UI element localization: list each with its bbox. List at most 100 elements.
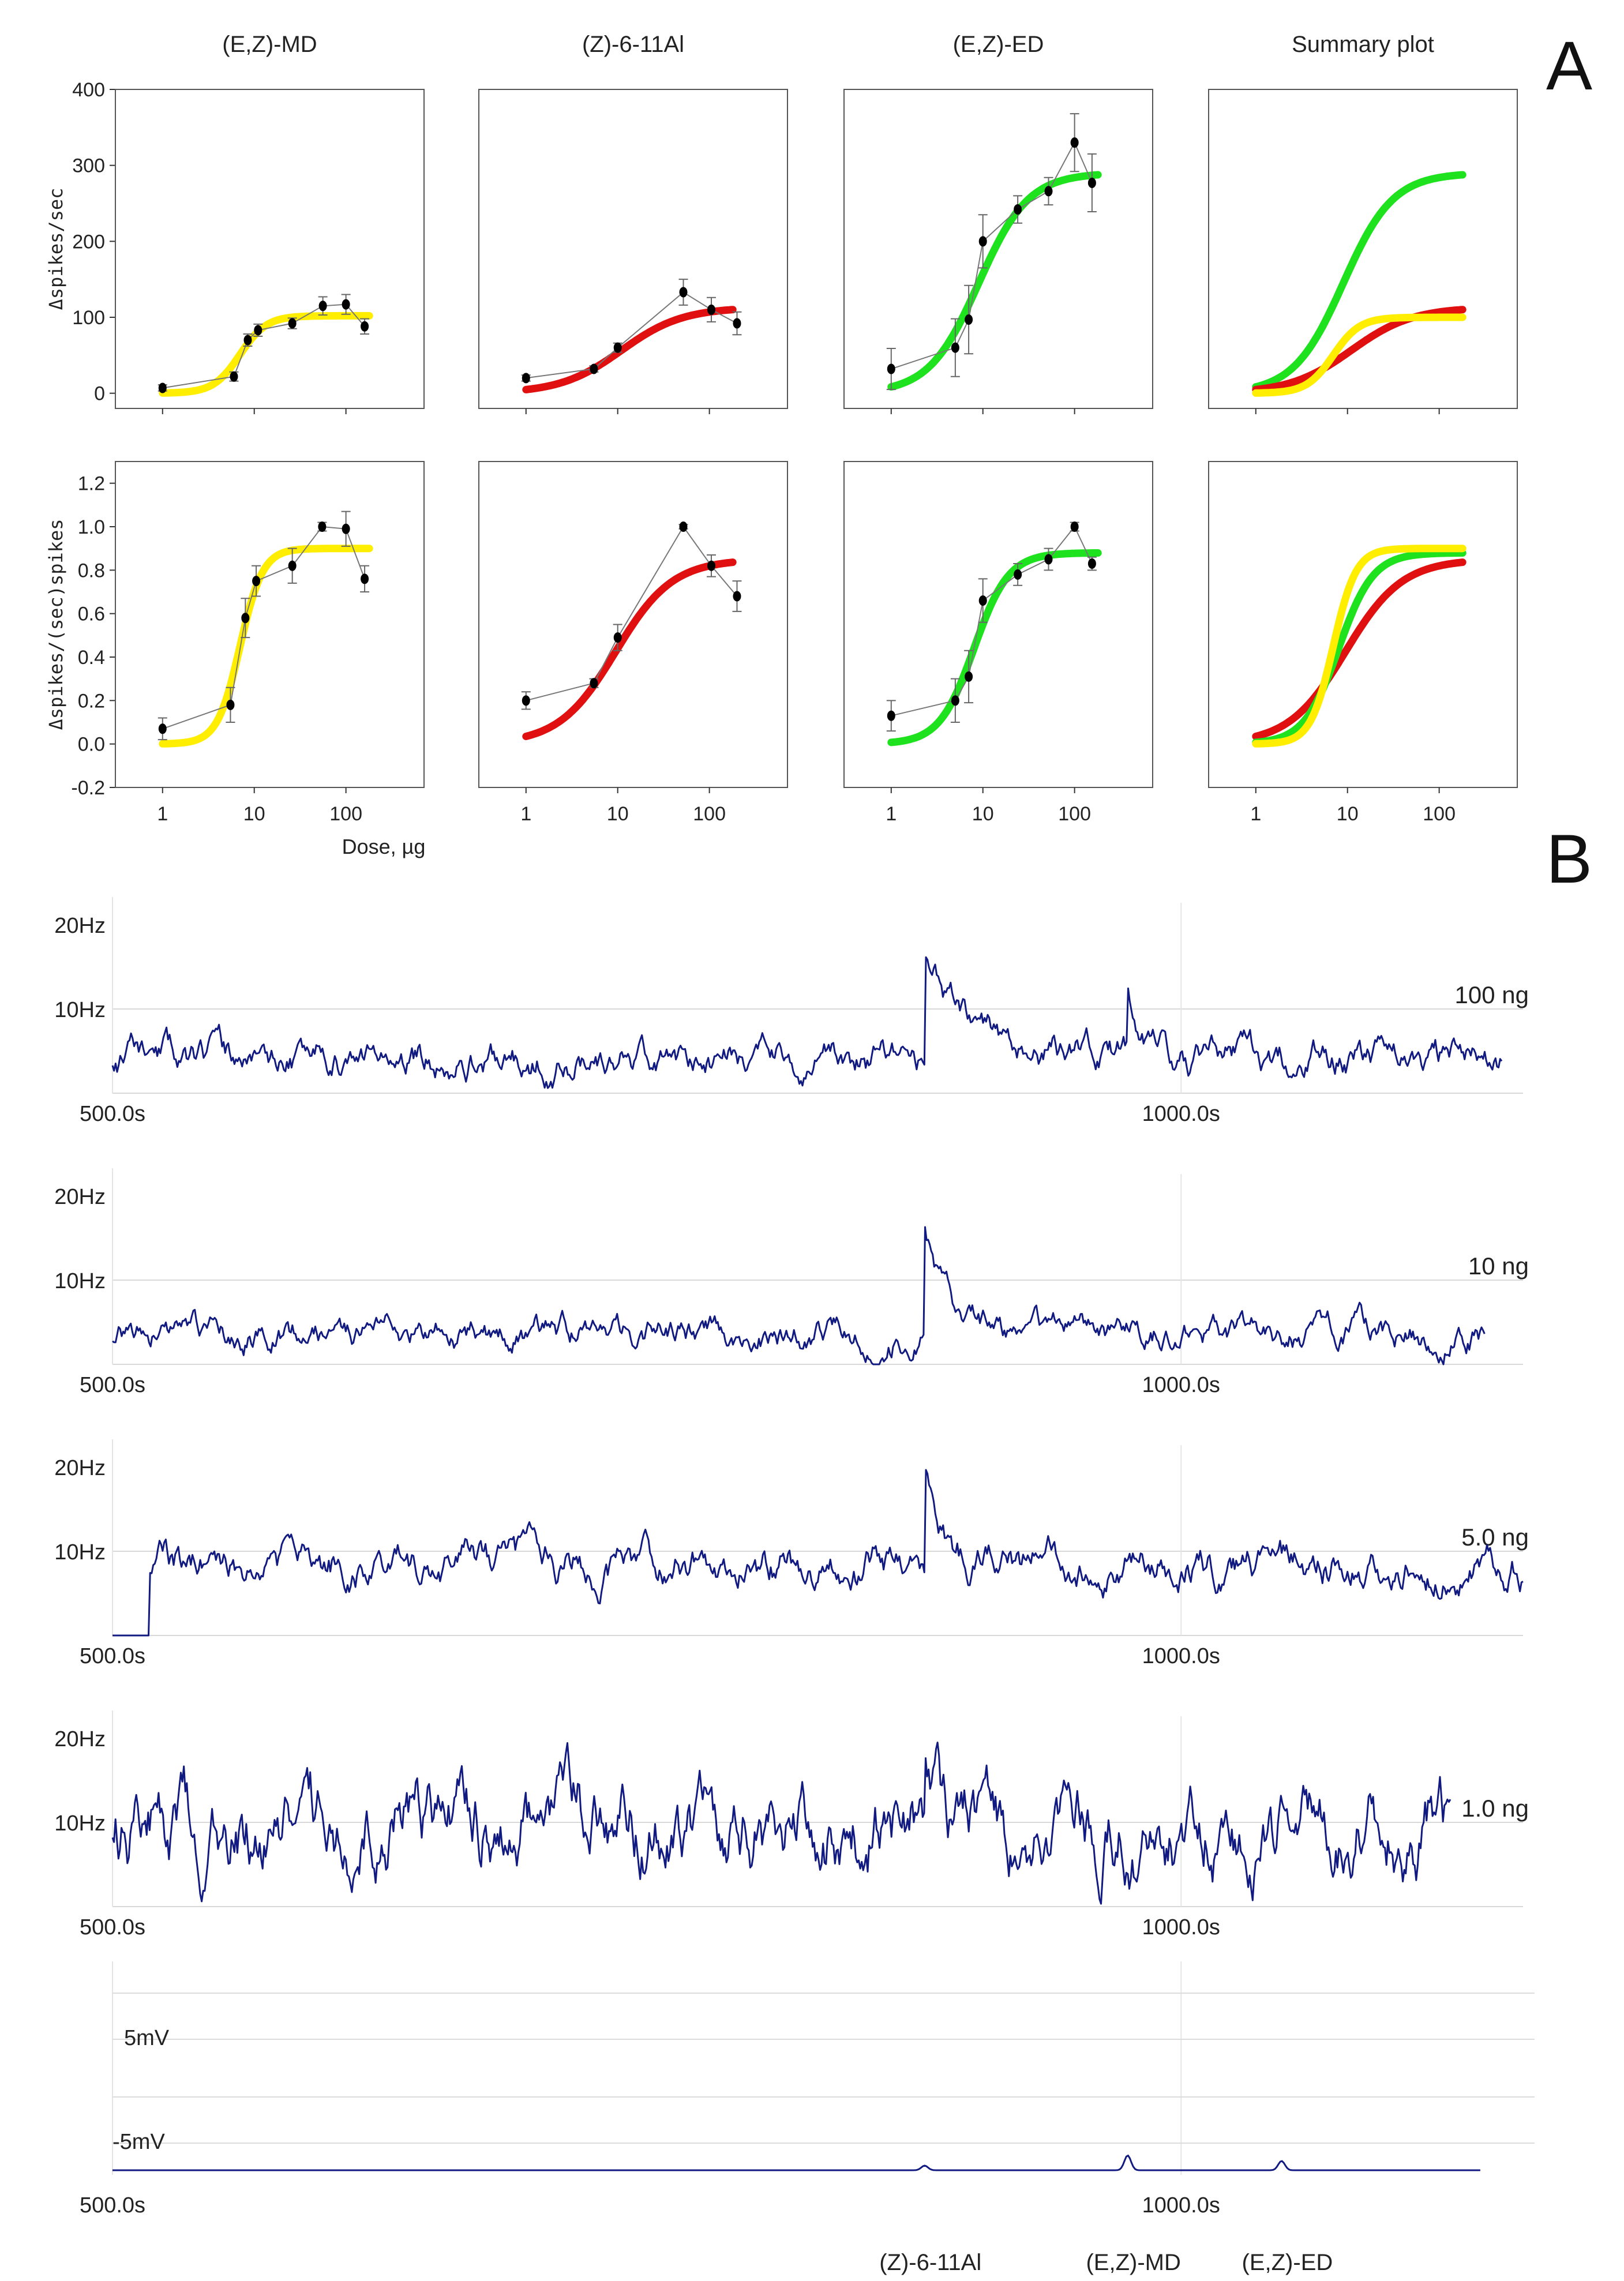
x-tick-label: 10: [243, 803, 265, 825]
data-point: [158, 723, 167, 734]
y-tick-label: 0.0: [78, 734, 105, 756]
firing-rate-trace: [111, 1742, 1452, 1905]
y-tick-label: 10Hz: [54, 1811, 106, 1836]
data-point: [1044, 554, 1053, 565]
data-point: [361, 573, 369, 584]
x-tick-label: 500.0s: [80, 2193, 145, 2218]
y-tick-label: -0.2: [71, 777, 105, 799]
panel-letter-b: B: [1546, 820, 1592, 898]
y-tick-label: 1.2: [78, 473, 105, 495]
data-point: [679, 287, 688, 298]
data-point: [522, 373, 530, 384]
data-point: [613, 342, 622, 353]
plot-frame: [843, 89, 1153, 409]
data-point: [243, 335, 252, 346]
data-point: [288, 560, 297, 571]
fit-curve-Al: [522, 558, 737, 740]
dose-label: 1.0 ng: [1461, 1795, 1529, 1822]
x-tick-label: 100: [1058, 803, 1091, 825]
data-point: [679, 522, 688, 532]
y-tick-label: 300: [72, 155, 105, 177]
data-connector-line: [526, 291, 737, 379]
x-tick-label: 1000.0s: [1142, 1644, 1220, 1668]
y-axis-label: Δspikes/(sec)spikes: [45, 519, 67, 730]
panel-b-stimulus-trace: 5mV -5mV 500.0s 1000.0s (Z)-6-11Al (E,Z)-MD (E…: [80, 1961, 1535, 2275]
data-connector-line: [891, 141, 1093, 370]
data-point: [1070, 522, 1079, 532]
data-connector-line: [162, 526, 366, 730]
y-tick-label: 5mV: [124, 2026, 170, 2050]
plot-frame: [478, 89, 788, 409]
y-tick-label: 200: [72, 231, 105, 253]
y-tick-label: 0.8: [78, 560, 105, 581]
x-tick-label: 10: [972, 803, 994, 825]
data-point: [707, 560, 716, 571]
data-point: [1070, 137, 1079, 148]
firing-rate-trace: [111, 956, 1503, 1089]
y-tick-label: 1.0: [78, 516, 105, 538]
x-tick-label: 1: [520, 803, 531, 825]
data-point: [978, 595, 987, 606]
x-tick-label: 500.0s: [80, 1915, 145, 1939]
data-point: [590, 678, 598, 689]
y-tick-label: 100: [72, 307, 105, 329]
data-point: [1087, 177, 1096, 188]
fit-curve-ED: [887, 171, 1102, 391]
y-tick-label: 20Hz: [54, 1456, 106, 1480]
dose-label: 5.0 ng: [1461, 1524, 1529, 1551]
data-point: [707, 304, 716, 315]
x-tick-label: 1000.0s: [1142, 1915, 1220, 1939]
data-point: [252, 576, 261, 587]
data-point: [288, 318, 297, 329]
data-point: [590, 363, 598, 374]
plot-frame: [1208, 89, 1518, 409]
fit-curve-Al: [1252, 306, 1467, 393]
data-point: [158, 382, 167, 393]
data-point: [887, 710, 895, 721]
data-point: [1014, 204, 1022, 215]
stimulus-label: (Z)-6-11Al: [879, 2250, 981, 2275]
data-point: [361, 321, 369, 332]
data-point: [951, 695, 959, 706]
x-tick-label: 1: [157, 803, 168, 825]
x-tick-label: 100: [693, 803, 726, 825]
data-point: [1087, 558, 1096, 569]
data-connector-line: [526, 526, 738, 701]
plot-frame: [115, 461, 425, 788]
fit-curve-ED: [887, 549, 1102, 746]
y-tick-label: 20Hz: [54, 914, 106, 938]
x-axis-label: Dose, µg: [342, 835, 426, 858]
x-tick-label: 1000.0s: [1142, 1373, 1220, 1397]
plot-frame: [115, 89, 425, 409]
data-point: [254, 325, 262, 336]
data-point: [318, 522, 327, 532]
fit-curve-Al: [522, 306, 737, 393]
panel-b-firing-traces: 20Hz 10Hz 500.0s 1000.0s 100 ng 20Hz 10Hz 500.0…: [54, 897, 1529, 1939]
firing-rate-trace: [112, 1226, 1486, 1365]
fit-curve-ED: [1252, 549, 1467, 746]
x-tick-label: 500.0s: [80, 1373, 145, 1397]
firing-rate-trace: [112, 1469, 1524, 1637]
column-title: (E,Z)-MD: [222, 32, 317, 57]
fit-curve-MD: [1252, 545, 1467, 748]
data-point: [733, 591, 741, 602]
plot-frame: [1208, 461, 1518, 788]
y-tick-label: 10Hz: [54, 1269, 106, 1293]
y-tick-label: 0.4: [78, 647, 105, 669]
y-tick-label: -5mV: [112, 2130, 165, 2154]
data-point: [978, 236, 987, 247]
data-point: [1014, 569, 1022, 580]
data-point: [887, 363, 895, 374]
data-point: [230, 371, 238, 382]
stimulus-trace: [112, 2154, 1480, 2171]
panel-a-dose-response: (E,Z)-MD (Z)-6-11Al (E,Z)-ED Summary plot Δs…: [45, 32, 1518, 858]
y-tick-label: 0: [94, 383, 105, 405]
data-point: [241, 613, 250, 624]
x-tick-label: 10: [607, 803, 629, 825]
fit-curve-MD: [159, 312, 373, 397]
data-point: [342, 523, 350, 534]
plot-frame: [478, 461, 788, 788]
column-title: (E,Z)-ED: [953, 32, 1044, 57]
data-point: [965, 671, 973, 682]
x-tick-label: 1000.0s: [1142, 1102, 1220, 1126]
